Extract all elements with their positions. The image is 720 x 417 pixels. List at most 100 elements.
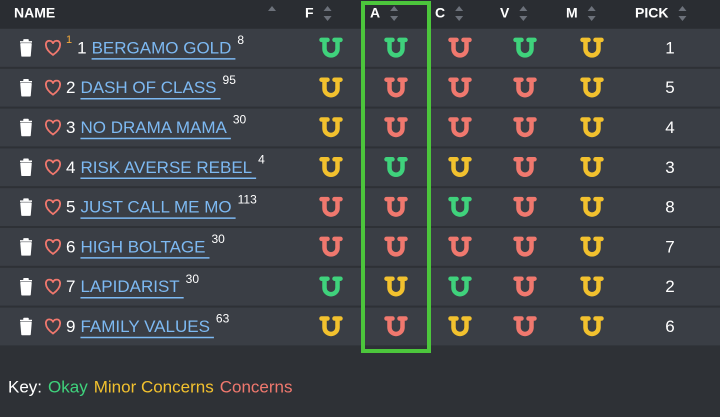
favorite-button[interactable] <box>44 159 62 176</box>
favorite-button[interactable] <box>44 238 62 255</box>
rating-icon <box>580 77 604 98</box>
rating-icon <box>448 77 472 98</box>
rating-icon <box>513 117 537 138</box>
sort-arrows[interactable] <box>323 6 332 21</box>
horse-name-link[interactable]: HIGH BOLTAGE <box>80 237 205 256</box>
delete-button[interactable] <box>20 158 32 177</box>
column-header[interactable]: A <box>370 5 380 21</box>
trash-icon[interactable] <box>20 238 32 256</box>
rating-icon <box>319 236 343 257</box>
rating-icon <box>319 157 343 178</box>
sort-arrows[interactable] <box>519 6 528 21</box>
column-header[interactable]: C <box>435 5 445 21</box>
horse-name-link[interactable]: JUST CALL ME MO <box>80 198 231 217</box>
rating-icon <box>319 117 343 138</box>
key-item: Concerns <box>220 377 293 396</box>
name-superscript: 8 <box>237 33 244 47</box>
rating-icon <box>448 37 472 58</box>
rating-icon <box>448 196 472 217</box>
column-header[interactable]: F <box>305 5 314 21</box>
favorite-button[interactable] <box>44 318 62 335</box>
pick-number: 1 <box>665 38 674 57</box>
name-superscript: 30 <box>186 272 200 286</box>
trash-icon[interactable] <box>20 158 32 177</box>
rating-icon <box>384 77 408 98</box>
row-number: 9 <box>66 317 75 336</box>
sort-arrows[interactable] <box>268 6 276 11</box>
delete-button[interactable] <box>20 39 32 57</box>
delete-button[interactable] <box>20 118 32 137</box>
rating-icon <box>513 276 537 297</box>
rating-icon <box>448 276 472 297</box>
delete-button[interactable] <box>20 238 32 256</box>
favorite-button[interactable] <box>44 199 62 216</box>
rating-icon <box>580 196 604 217</box>
delete-button[interactable] <box>20 198 32 216</box>
sort-arrows[interactable] <box>587 6 596 21</box>
rating-icon <box>513 157 537 178</box>
pick-number: 6 <box>665 317 674 336</box>
rating-icon <box>384 196 408 217</box>
rating-icon <box>384 37 408 58</box>
horse-name-link[interactable]: BERGAMO GOLD <box>92 38 232 57</box>
rating-icon <box>384 316 408 337</box>
rank-superscript: 1 <box>66 34 72 46</box>
key-label: Key: <box>8 377 42 396</box>
horse-name-link[interactable]: DASH OF CLASS <box>80 78 216 97</box>
column-highlight <box>361 1 431 353</box>
row-number: 5 <box>66 198 75 217</box>
column-header[interactable]: V <box>500 5 510 21</box>
rating-icon <box>319 316 343 337</box>
name-superscript: 113 <box>238 192 257 206</box>
row-number: 7 <box>66 277 75 296</box>
rating-icon <box>513 37 537 58</box>
name-superscript: 4 <box>258 152 265 166</box>
pick-number: 7 <box>665 237 674 256</box>
rating-icon <box>448 316 472 337</box>
trash-icon[interactable] <box>20 198 32 216</box>
trash-icon[interactable] <box>20 277 32 296</box>
sort-arrows[interactable] <box>678 6 687 21</box>
sort-arrows[interactable] <box>455 6 464 21</box>
favorite-button[interactable] <box>44 278 62 295</box>
trash-icon[interactable] <box>20 39 32 57</box>
rating-icon <box>319 37 343 58</box>
delete-button[interactable] <box>20 78 32 97</box>
key-item: Okay <box>48 377 88 396</box>
pick-number: 2 <box>665 277 674 296</box>
rating-icon <box>448 157 472 178</box>
sort-arrows[interactable] <box>390 6 399 21</box>
row-number: 3 <box>66 118 75 137</box>
favorite-button[interactable] <box>44 119 62 136</box>
rating-icon <box>319 196 343 217</box>
rating-icon <box>448 236 472 257</box>
horse-name-link[interactable]: FAMILY VALUES <box>80 317 209 336</box>
row-number: 2 <box>66 78 75 97</box>
favorite-button[interactable] <box>44 39 62 56</box>
rating-icon <box>580 236 604 257</box>
rating-icon <box>513 316 537 337</box>
trash-icon[interactable] <box>20 118 32 137</box>
trash-icon[interactable] <box>20 317 32 336</box>
rating-icon <box>580 276 604 297</box>
delete-button[interactable] <box>20 317 32 336</box>
rating-icon <box>513 77 537 98</box>
column-header[interactable]: PICK <box>635 5 668 21</box>
rating-icon <box>580 157 604 178</box>
column-header[interactable]: M <box>566 5 578 21</box>
trash-icon[interactable] <box>20 78 32 97</box>
rating-icon <box>319 276 343 297</box>
name-superscript: 30 <box>233 113 247 127</box>
row-number: 4 <box>66 158 75 177</box>
horse-name-link[interactable]: RISK AVERSE REBEL <box>80 158 252 177</box>
rating-icon <box>319 77 343 98</box>
delete-button[interactable] <box>20 277 32 296</box>
column-header[interactable]: NAME <box>14 5 55 21</box>
horse-name-link[interactable]: LAPIDARIST <box>80 277 179 296</box>
rating-icon <box>384 157 408 178</box>
name-superscript: 30 <box>211 232 225 246</box>
favorite-button[interactable] <box>44 79 62 96</box>
horse-name-link[interactable]: NO DRAMA MAMA <box>80 118 227 137</box>
rating-icon <box>448 117 472 138</box>
